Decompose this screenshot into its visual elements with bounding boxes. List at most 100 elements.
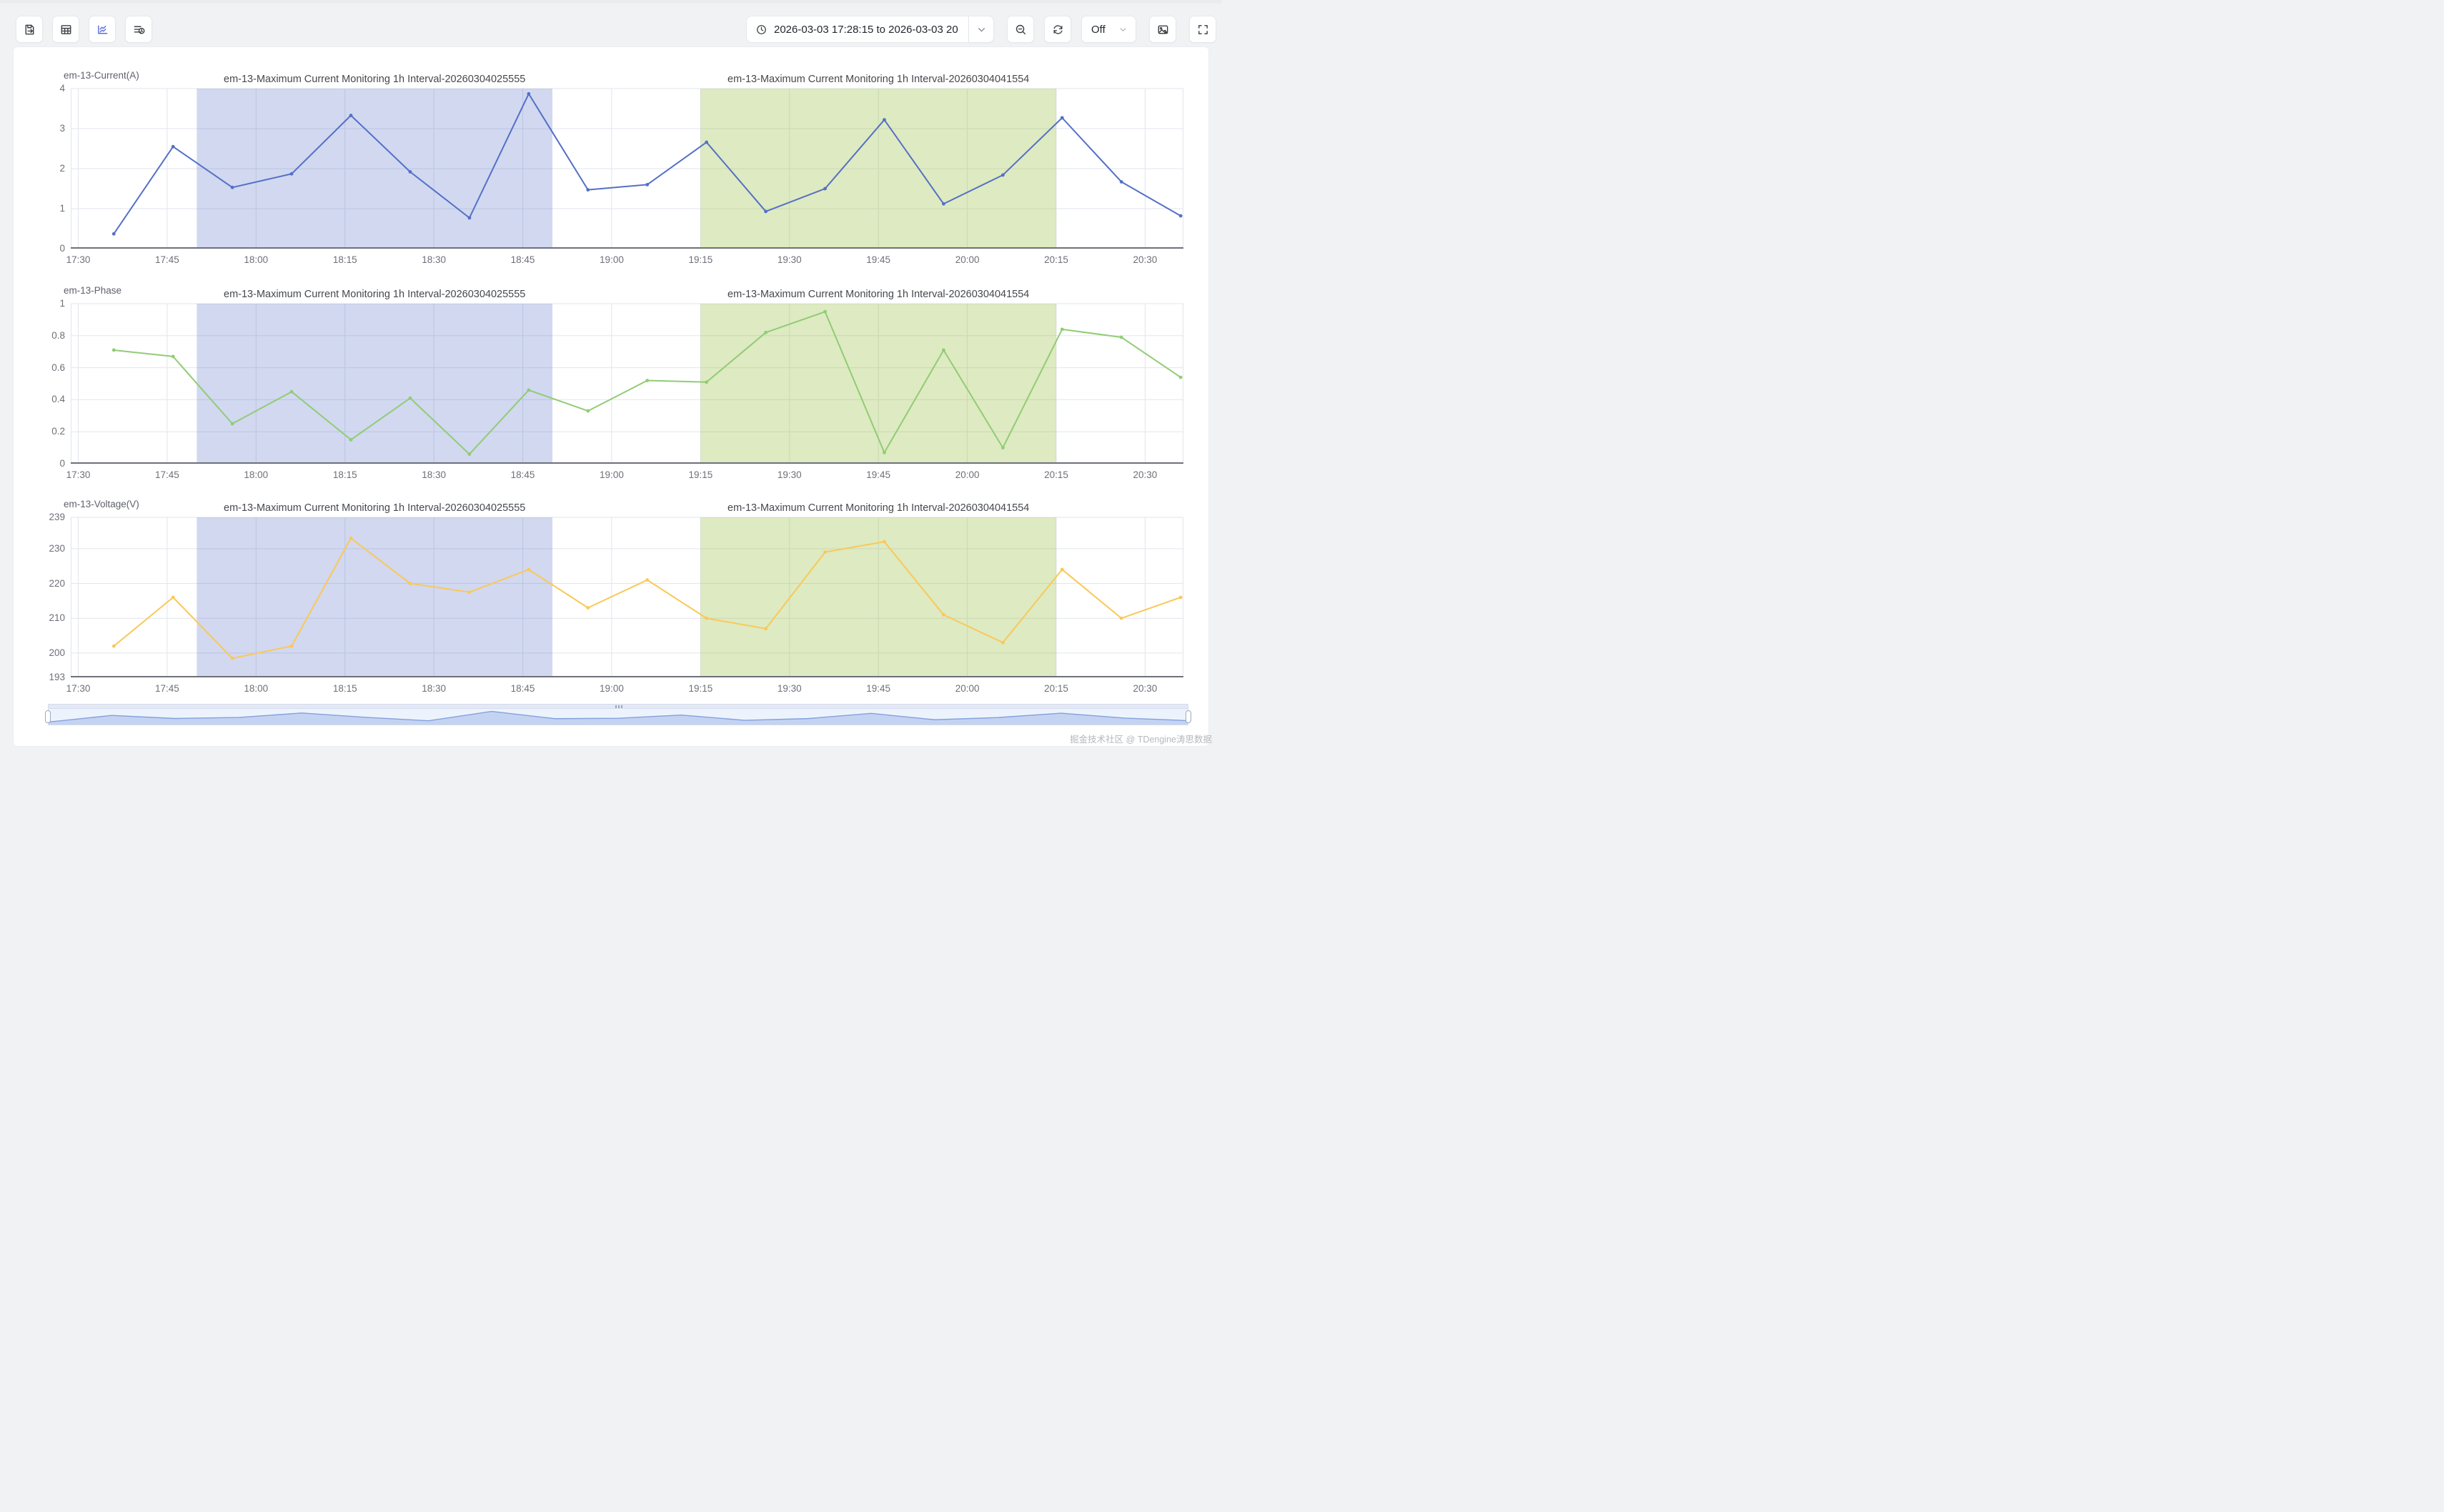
x-axis-tick-label: 18:45 — [510, 469, 535, 480]
fullscreen-icon — [1198, 24, 1208, 34]
y-axis-name: em-13-Voltage(V) — [64, 499, 139, 509]
x-axis-tick-label: 18:15 — [332, 254, 357, 265]
x-axis-tick-label: 20:15 — [1044, 683, 1068, 694]
line-chart-icon — [97, 25, 107, 34]
time-range-dropdown-button[interactable] — [969, 16, 994, 43]
datazoom-slider[interactable] — [45, 704, 1191, 725]
series-title: em-13-Maximum Current Monitoring 1h Inte… — [727, 74, 1030, 85]
x-axis-tick-label: 18:00 — [244, 683, 269, 694]
x-axis-tick-label: 17:30 — [66, 683, 91, 694]
datazoom-right-handle[interactable] — [1186, 710, 1191, 723]
refresh-icon — [1053, 24, 1063, 34]
x-axis-tick-label: 20:15 — [1044, 469, 1068, 480]
auto-refresh-value: Off — [1091, 23, 1106, 36]
x-axis-tick-label: 20:30 — [1133, 254, 1158, 265]
x-axis-tick-label: 19:15 — [688, 469, 713, 480]
x-axis-tick-label: 19:30 — [777, 683, 802, 694]
export-image-button[interactable] — [1149, 16, 1176, 43]
x-axis-tick-label: 20:00 — [955, 254, 980, 265]
clock-icon — [757, 24, 766, 34]
x-axis-tick-label: 18:45 — [510, 683, 535, 694]
chart-panel: em-13-Current(A) em-13-Maximum Current M… — [13, 46, 1209, 747]
x-axis-tick-label: 20:15 — [1044, 254, 1068, 265]
table-icon — [61, 24, 71, 34]
toolbar-left — [16, 16, 152, 43]
x-axis-tick-label: 19:45 — [866, 254, 891, 265]
x-axis-tick-label: 18:15 — [332, 469, 357, 480]
y-axis-tick-label: 230 — [49, 542, 65, 554]
x-axis-tick-label: 17:45 — [155, 469, 179, 480]
x-axis-tick-label: 17:45 — [155, 254, 179, 265]
y-axis-tick-label: 0.8 — [51, 329, 65, 341]
y-axis-tick-label: 3 — [59, 123, 65, 134]
save-export-icon — [25, 24, 34, 34]
y-axis-tick-label: 193 — [49, 672, 65, 682]
x-axis-tick-label: 18:30 — [422, 469, 447, 480]
series-title: em-13-Maximum Current Monitoring 1h Inte… — [224, 502, 526, 514]
auto-refresh-select[interactable]: Off — [1081, 16, 1136, 43]
export-result-button[interactable] — [16, 16, 43, 43]
zoom-out-button[interactable] — [1007, 16, 1034, 43]
y-axis-tick-label: 0.2 — [51, 426, 65, 437]
x-axis-tick-label: 20:00 — [955, 683, 980, 694]
datazoom-track[interactable] — [48, 708, 1188, 725]
y-axis-name: em-13-Current(A) — [64, 70, 139, 81]
y-axis-tick-label: 0.4 — [51, 394, 65, 405]
x-axis-tick-label: 19:45 — [866, 469, 891, 480]
x-axis-tick-label: 19:45 — [866, 683, 891, 694]
x-axis-tick-label: 19:15 — [688, 683, 713, 694]
refresh-button[interactable] — [1044, 16, 1071, 43]
time-range-input[interactable]: 2026-03-03 17:28:15 to 2026-03-03 20 — [746, 16, 969, 43]
page-top-strip — [0, 0, 1222, 4]
x-axis-tick-label: 17:30 — [66, 254, 91, 265]
zoom-out-icon — [1015, 24, 1025, 34]
y-axis-tick-label: 1 — [59, 298, 65, 309]
watermark-text: 掘金技术社区 @ TDengine涛思数据 — [1070, 735, 1212, 745]
series-title: em-13-Maximum Current Monitoring 1h Inte… — [224, 289, 526, 300]
y-axis-tick-label: 2 — [59, 163, 65, 174]
datazoom-grip-icon — [618, 705, 620, 708]
x-axis-tick-label: 18:00 — [244, 469, 269, 480]
query-history-button[interactable] — [125, 16, 152, 43]
x-axis-tick-label: 20:00 — [955, 469, 980, 480]
x-axis-tick-label: 18:15 — [332, 683, 357, 694]
y-axis-tick-label: 0.6 — [51, 362, 65, 373]
datazoom-left-handle[interactable] — [45, 710, 51, 723]
x-axis-tick-label: 17:30 — [66, 469, 91, 480]
datazoom-mini-chart — [49, 710, 1188, 725]
image-download-icon — [1158, 25, 1168, 34]
y-axis-tick-label: 210 — [49, 612, 65, 624]
y-axis-tick-label: 200 — [49, 647, 65, 658]
y-axis-name: em-13-Phase — [64, 285, 122, 296]
x-axis-tick-label: 18:30 — [422, 683, 447, 694]
x-axis-tick-label: 20:30 — [1133, 469, 1158, 480]
chevron-down-icon — [1120, 27, 1126, 31]
x-axis-tick-label: 20:30 — [1133, 683, 1158, 694]
table-view-button[interactable] — [52, 16, 79, 43]
x-axis-tick-label: 19:30 — [777, 254, 802, 265]
chevron-down-icon — [978, 27, 985, 31]
y-axis-tick-label: 0 — [59, 243, 65, 254]
datazoom-move-handle[interactable] — [48, 704, 1188, 708]
x-axis-tick-label: 18:00 — [244, 254, 269, 265]
y-axis-tick-label: 239 — [49, 512, 65, 522]
y-axis-tick-label: 0 — [59, 458, 65, 469]
fullscreen-button[interactable] — [1189, 16, 1216, 43]
current-chart-canvas[interactable] — [71, 88, 1183, 249]
series-title: em-13-Maximum Current Monitoring 1h Inte… — [224, 74, 526, 85]
phase-chart-canvas[interactable] — [71, 303, 1183, 464]
x-axis-tick-label: 18:45 — [510, 254, 535, 265]
x-axis-tick-label: 18:30 — [422, 254, 447, 265]
x-axis-tick-label: 19:30 — [777, 469, 802, 480]
y-axis-tick-label: 4 — [59, 83, 65, 94]
time-range-value: 2026-03-03 17:28:15 to 2026-03-03 20 — [774, 23, 958, 36]
y-axis-tick-label: 1 — [59, 203, 65, 214]
x-axis-tick-label: 19:00 — [600, 469, 624, 480]
x-axis-tick-label: 19:15 — [688, 254, 713, 265]
chart-view-button[interactable] — [89, 16, 116, 43]
series-title: em-13-Maximum Current Monitoring 1h Inte… — [727, 289, 1030, 300]
list-clock-icon — [134, 26, 144, 34]
voltage-chart-canvas[interactable] — [71, 517, 1183, 677]
y-axis-tick-label: 220 — [49, 577, 65, 589]
toolbar-right: 2026-03-03 17:28:15 to 2026-03-03 20 Off — [746, 16, 1216, 43]
